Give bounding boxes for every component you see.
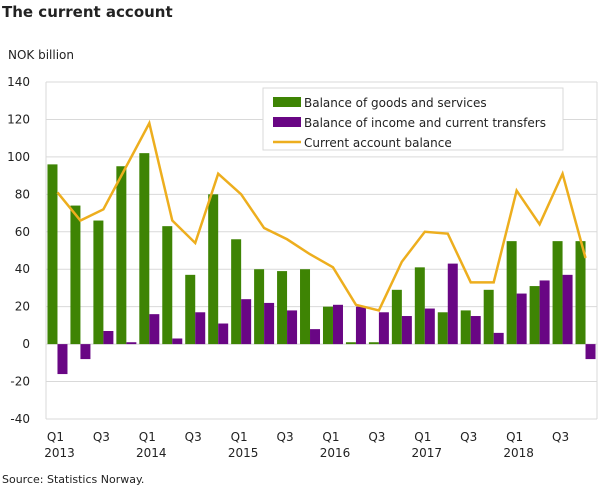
bar-income-transfers: [195, 312, 206, 345]
bar-income-transfers: [57, 344, 68, 375]
x-tick-label: Q3: [93, 430, 110, 444]
x-year-label: 2016: [320, 446, 351, 460]
y-tick-label: -40: [10, 412, 30, 426]
y-tick-label: 20: [15, 300, 30, 314]
x-tick-label: Q1: [414, 430, 431, 444]
bar-goods-services: [552, 241, 563, 345]
bar-goods-services: [414, 267, 425, 345]
bar-goods-services: [93, 220, 104, 345]
source-note: Source: Statistics Norway.: [2, 473, 145, 486]
legend-label: Balance of income and current transfers: [304, 116, 546, 130]
bar-income-transfers: [585, 344, 596, 360]
bar-income-transfers: [378, 312, 389, 345]
bar-income-transfers: [172, 338, 183, 345]
bar-income-transfers: [149, 314, 160, 345]
bar-income-transfers: [218, 323, 229, 345]
bar-income-transfers: [332, 304, 343, 345]
bar-income-transfers: [401, 316, 412, 345]
bar-goods-services: [460, 310, 471, 345]
x-tick-label: Q3: [185, 430, 202, 444]
legend-label: Balance of goods and services: [304, 96, 487, 110]
bar-goods-services: [437, 312, 448, 345]
x-tick-label: Q3: [368, 430, 385, 444]
legend-box: [262, 87, 564, 151]
x-tick-label: Q1: [322, 430, 339, 444]
bar-income-transfers: [447, 263, 458, 345]
x-year-label: 2013: [44, 446, 75, 460]
x-tick-label: Q3: [460, 430, 477, 444]
bar-goods-services: [70, 205, 81, 345]
x-year-label: 2018: [503, 446, 534, 460]
bar-income-transfers: [126, 342, 137, 345]
bar-goods-services: [368, 342, 379, 345]
y-tick-label: -20: [10, 375, 30, 389]
bar-goods-services: [506, 241, 517, 345]
bar-goods-services: [231, 239, 242, 345]
bar-income-transfers: [516, 293, 527, 345]
bar-income-transfers: [424, 308, 435, 345]
bar-income-transfers: [562, 274, 573, 345]
bar-income-transfers: [493, 332, 504, 345]
bar-income-transfers: [470, 316, 481, 345]
y-tick-label: 40: [15, 262, 30, 276]
legend-label: Current account balance: [304, 136, 452, 150]
bar-income-transfers: [80, 344, 91, 360]
x-tick-label: Q3: [277, 430, 294, 444]
bar-income-transfers: [287, 310, 298, 345]
y-tick-label: 120: [7, 112, 30, 126]
x-year-label: 2014: [136, 446, 167, 460]
y-tick-label: 140: [7, 75, 30, 89]
bar-goods-services: [483, 289, 494, 345]
x-tick-label: Q1: [47, 430, 64, 444]
bar-goods-services: [116, 166, 127, 345]
chart-title: The current account: [2, 3, 173, 21]
bar-goods-services: [139, 153, 150, 345]
bar-goods-services: [277, 271, 288, 345]
bar-goods-services: [529, 286, 540, 345]
bar-income-transfers: [241, 299, 252, 345]
y-axis-unit-label: NOK billion: [8, 48, 75, 62]
bar-goods-services: [345, 342, 356, 345]
bar-goods-services: [322, 306, 333, 345]
bar-income-transfers: [539, 280, 550, 345]
bar-goods-services: [162, 226, 173, 345]
bar-goods-services: [575, 241, 586, 345]
y-tick-label: 60: [15, 225, 30, 239]
bar-goods-services: [47, 164, 58, 345]
bar-goods-services: [300, 269, 311, 345]
y-tick-label: 0: [22, 337, 30, 351]
x-tick-label: Q1: [139, 430, 156, 444]
bar-income-transfers: [310, 329, 321, 345]
bar-goods-services: [254, 269, 265, 345]
y-tick-label: 100: [7, 150, 30, 164]
legend-swatch: [273, 97, 301, 107]
bar-goods-services: [185, 274, 196, 345]
bar-income-transfers: [355, 306, 366, 345]
x-year-label: 2015: [228, 446, 259, 460]
x-tick-label: Q3: [552, 430, 569, 444]
x-tick-label: Q1: [506, 430, 523, 444]
bar-income-transfers: [103, 331, 114, 345]
bar-goods-services: [391, 289, 402, 345]
legend-swatch: [273, 117, 301, 127]
x-year-label: 2017: [412, 446, 443, 460]
x-tick-label: Q1: [231, 430, 248, 444]
bar-income-transfers: [264, 302, 275, 345]
line-current-account: [56, 119, 587, 312]
bar-goods-services: [208, 194, 219, 345]
y-tick-label: 80: [15, 187, 30, 201]
legend: Balance of goods and services Balance of …: [262, 87, 564, 151]
